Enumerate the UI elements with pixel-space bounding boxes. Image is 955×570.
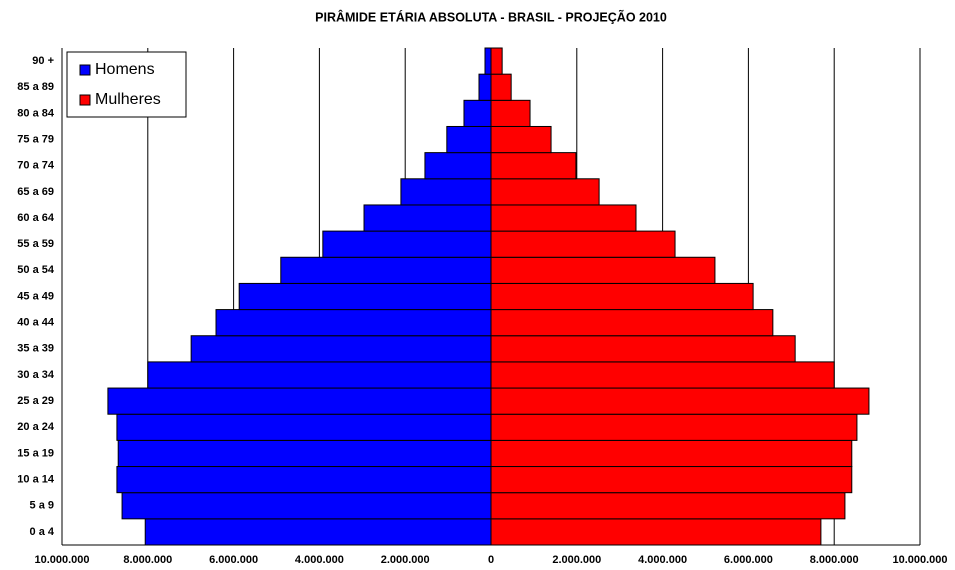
bar [490,518,822,546]
y-tick-label: 10 a 14 [17,474,55,486]
y-tick-label: 75 a 79 [17,133,54,145]
bar [446,125,492,154]
y-tick-label: 0 a 4 [30,526,55,538]
bar [490,282,754,311]
bar [490,99,531,127]
bar [400,178,492,206]
bar [238,282,492,311]
y-tick-label: 85 a 89 [17,81,54,93]
bar [322,230,492,258]
bar [116,466,492,494]
y-tick-label: 70 a 74 [17,160,55,172]
bar [490,125,552,154]
y-tick-label: 25 a 29 [17,395,54,407]
bar [490,152,577,180]
x-tick-label: 0 [488,554,494,566]
bar [490,492,846,520]
bar [490,73,512,101]
legend-label: Homens [95,61,155,78]
bar [490,256,716,284]
y-tick-label: 5 a 9 [30,500,54,512]
bar [144,518,492,546]
y-tick-label: 30 a 34 [17,369,55,381]
y-tick-label: 15 a 19 [17,447,54,459]
bar [490,178,600,206]
bar [490,439,853,468]
bar [424,152,492,180]
legend-swatch [79,64,91,76]
bar [363,204,492,232]
bar [490,361,835,389]
x-tick-label: 10.000.000 [34,554,89,566]
bar [116,413,492,441]
x-tick-label: 8.000.000 [123,554,172,566]
x-tick-label: 4.000.000 [638,554,687,566]
bar [484,47,492,75]
y-tick-label: 45 a 49 [17,290,54,302]
bar [490,204,637,232]
x-tick-label: 6.000.000 [724,554,773,566]
y-tick-label: 35 a 39 [17,343,54,355]
x-tick-label: 4.000.000 [295,554,344,566]
y-tick-label: 50 a 54 [17,264,55,276]
y-tick-label: 65 a 69 [17,186,54,198]
x-tick-label: 10.000.000 [892,554,947,566]
x-tick-label: 6.000.000 [209,554,258,566]
bar [215,309,492,337]
bar [490,335,796,363]
y-tick-label: 60 a 64 [17,212,55,224]
bar [490,309,774,337]
legend-box [66,51,187,118]
x-tick-label: 2.000.000 [381,554,430,566]
bar [121,492,492,520]
x-tick-label: 8.000.000 [810,554,859,566]
bar [490,47,503,75]
bar [147,361,492,389]
bar [280,256,492,284]
y-tick-label: 20 a 24 [17,421,55,433]
bar [117,439,492,468]
bar [490,413,858,441]
y-tick-label: 55 a 59 [17,238,54,250]
bar [490,466,853,494]
bar [107,387,492,415]
legend-swatch [79,94,91,106]
bar [490,387,870,415]
bar [463,99,492,127]
y-tick-label: 90 + [32,55,54,67]
bar [478,73,492,101]
bar [490,230,676,258]
y-tick-label: 40 a 44 [17,317,55,329]
x-tick-label: 2.000.000 [552,554,601,566]
legend-label: Mulheres [95,91,161,108]
bar [190,335,492,363]
y-tick-label: 80 a 84 [17,107,55,119]
chart-title: PIRÂMIDE ETÁRIA ABSOLUTA - BRASIL - PROJ… [315,9,667,24]
